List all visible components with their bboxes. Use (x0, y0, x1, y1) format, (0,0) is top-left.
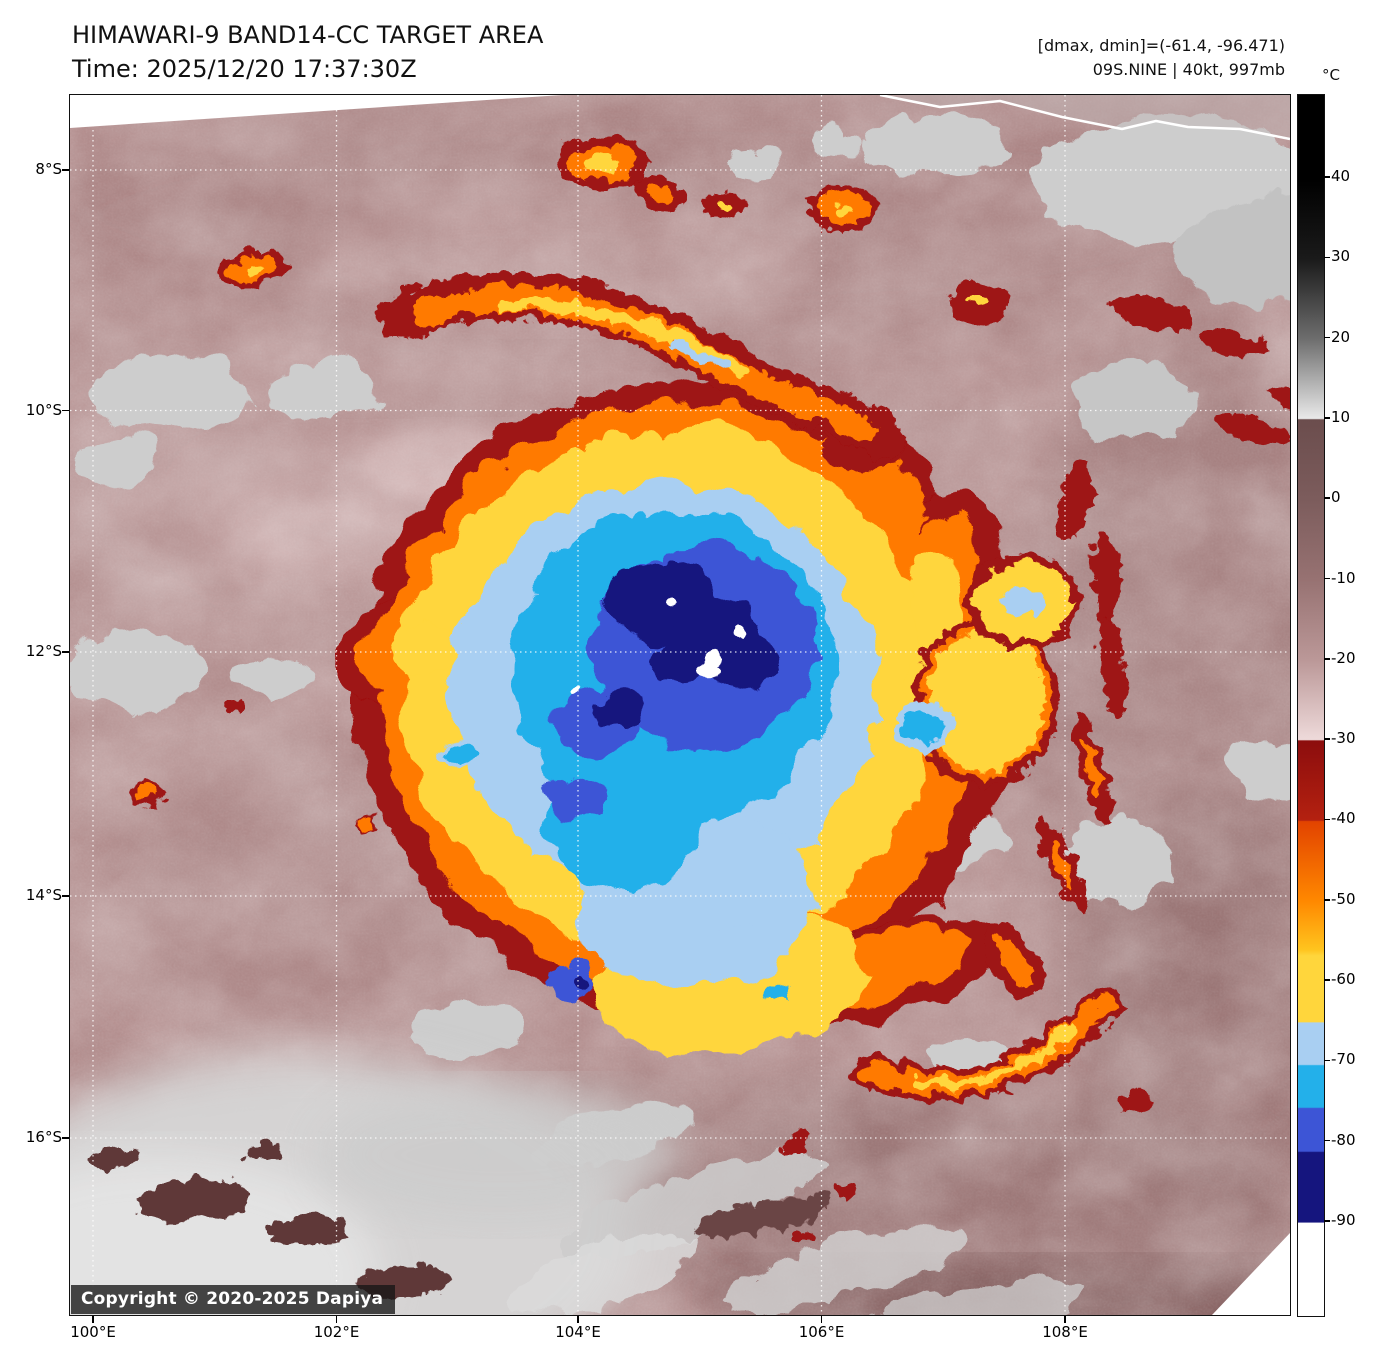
lon-tick-mark (1064, 1316, 1066, 1323)
data-void-corners (70, 95, 1290, 1315)
lat-tick-mark (62, 169, 69, 171)
satellite-image (70, 95, 1290, 1315)
shield-south-lightblue-pocket (688, 924, 768, 976)
gridlines (70, 95, 1290, 1315)
lat-tick-mark (62, 895, 69, 897)
colorbar-tick-label: 20 (1331, 327, 1351, 346)
dmax-dmin-label: [dmax, dmin]=(-61.4, -96.471) (1037, 36, 1285, 55)
colorbar-tick-mark (1324, 658, 1330, 660)
lat-tick-label: 14°S (25, 886, 62, 904)
land-area (880, 95, 1290, 139)
lon-tick-label: 108°E (1042, 1323, 1088, 1341)
time-label: Time: 2025/12/20 17:37:30Z (72, 55, 417, 83)
lon-tick-label: 104°E (555, 1323, 601, 1341)
north-convective-band (377, 268, 900, 466)
colorbar-tick-label: -30 (1331, 729, 1356, 748)
lon-tick-label: 100°E (70, 1323, 116, 1341)
colorbar-tick-mark (1324, 818, 1330, 821)
colorbar-tick-mark (1324, 738, 1330, 740)
colorbar-tick-label: -60 (1331, 970, 1356, 989)
bottom-left-stratus-field (70, 1055, 1084, 1315)
colorbar-tick-label: -40 (1331, 809, 1356, 828)
colorbar-tick-label: -70 (1331, 1050, 1356, 1069)
satellite-map: Copyright © 2020-2025 Dapiya (69, 94, 1291, 1316)
lon-tick-label: 106°E (798, 1323, 845, 1341)
coastline (879, 95, 1290, 141)
colorbar-tick-label: -20 (1331, 648, 1356, 667)
colorbar-tick-mark (1324, 1059, 1330, 1062)
colorbar-tick-label: 0 (1331, 488, 1341, 507)
lat-tick-mark (62, 651, 69, 653)
shield-coldest-white-dots (561, 592, 741, 689)
colorbar-tick-mark (1324, 497, 1330, 499)
colorbar-tick-mark (1324, 256, 1330, 259)
colorbar-tick-label: 30 (1331, 247, 1351, 266)
colorbar-tick-mark (1324, 1139, 1330, 1142)
lon-tick-label: 102°E (313, 1323, 360, 1341)
lon-tick-mark (820, 1316, 823, 1323)
lon-tick-mark (577, 1316, 579, 1323)
colorbar-tick-mark (1324, 176, 1330, 178)
low-cloud-layer (70, 112, 1290, 1157)
lon-tick-mark (92, 1316, 94, 1323)
colorbar-tick-mark (1324, 577, 1330, 580)
page-title: HIMAWARI-9 BAND14-CC TARGET AREA (72, 21, 544, 49)
lon-tick-mark (335, 1316, 338, 1323)
copyright-badge: Copyright © 2020-2025 Dapiya (71, 1285, 396, 1314)
lat-tick-mark (62, 409, 69, 412)
colorbar-tick-mark (1324, 336, 1330, 339)
colorbar-unit-label: °C (1322, 66, 1340, 84)
colorbar-tick-label: 10 (1331, 407, 1351, 426)
east-convective-band (890, 455, 1122, 997)
lat-tick-label: 10°S (25, 400, 62, 419)
colorbar-tick-label: -90 (1331, 1211, 1356, 1230)
colorbar-tick-label: 40 (1331, 167, 1351, 185)
colorbar-tick-label: -50 (1331, 889, 1356, 908)
lat-tick-mark (62, 1137, 69, 1139)
colorbar-tick-mark (1324, 417, 1330, 419)
shield-navy-overshoots (562, 552, 774, 985)
lat-tick-label: 12°S (25, 642, 62, 660)
colorbar-tick-mark (1324, 899, 1330, 901)
lat-tick-label: 16°S (25, 1128, 62, 1146)
colorbar (1297, 94, 1325, 1317)
cyclone-cold-cloud-shield (329, 373, 1006, 1049)
west-cold-spot (435, 734, 475, 760)
colorbar-tick-label: -80 (1331, 1130, 1356, 1149)
colorbar-tick-mark (1324, 979, 1330, 981)
southeast-convective-arc (851, 984, 1146, 1106)
lat-tick-label: 8°S (35, 160, 62, 178)
colorbar-tick-mark (1324, 1220, 1330, 1222)
storm-info-label: 09S.NINE | 40kt, 997mb (1092, 60, 1285, 79)
colorbar-tick-label: -10 (1331, 568, 1356, 587)
